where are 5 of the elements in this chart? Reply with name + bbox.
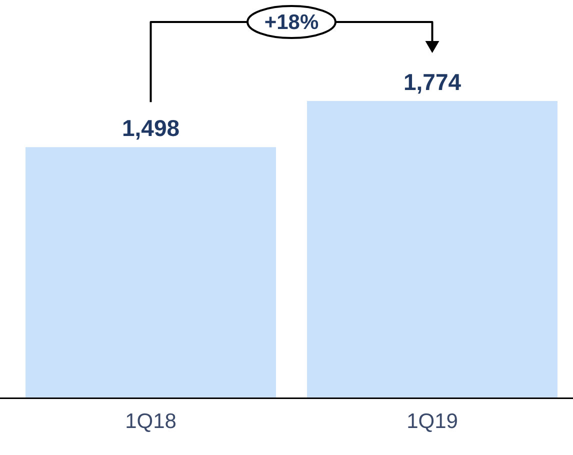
data-label: 1,774 [403, 68, 462, 95]
x-tick-label: 1Q19 [406, 410, 458, 434]
x-tick-label: 1Q18 [125, 410, 176, 434]
text: +18% [264, 10, 319, 34]
data-label: 1,498 [122, 115, 180, 142]
